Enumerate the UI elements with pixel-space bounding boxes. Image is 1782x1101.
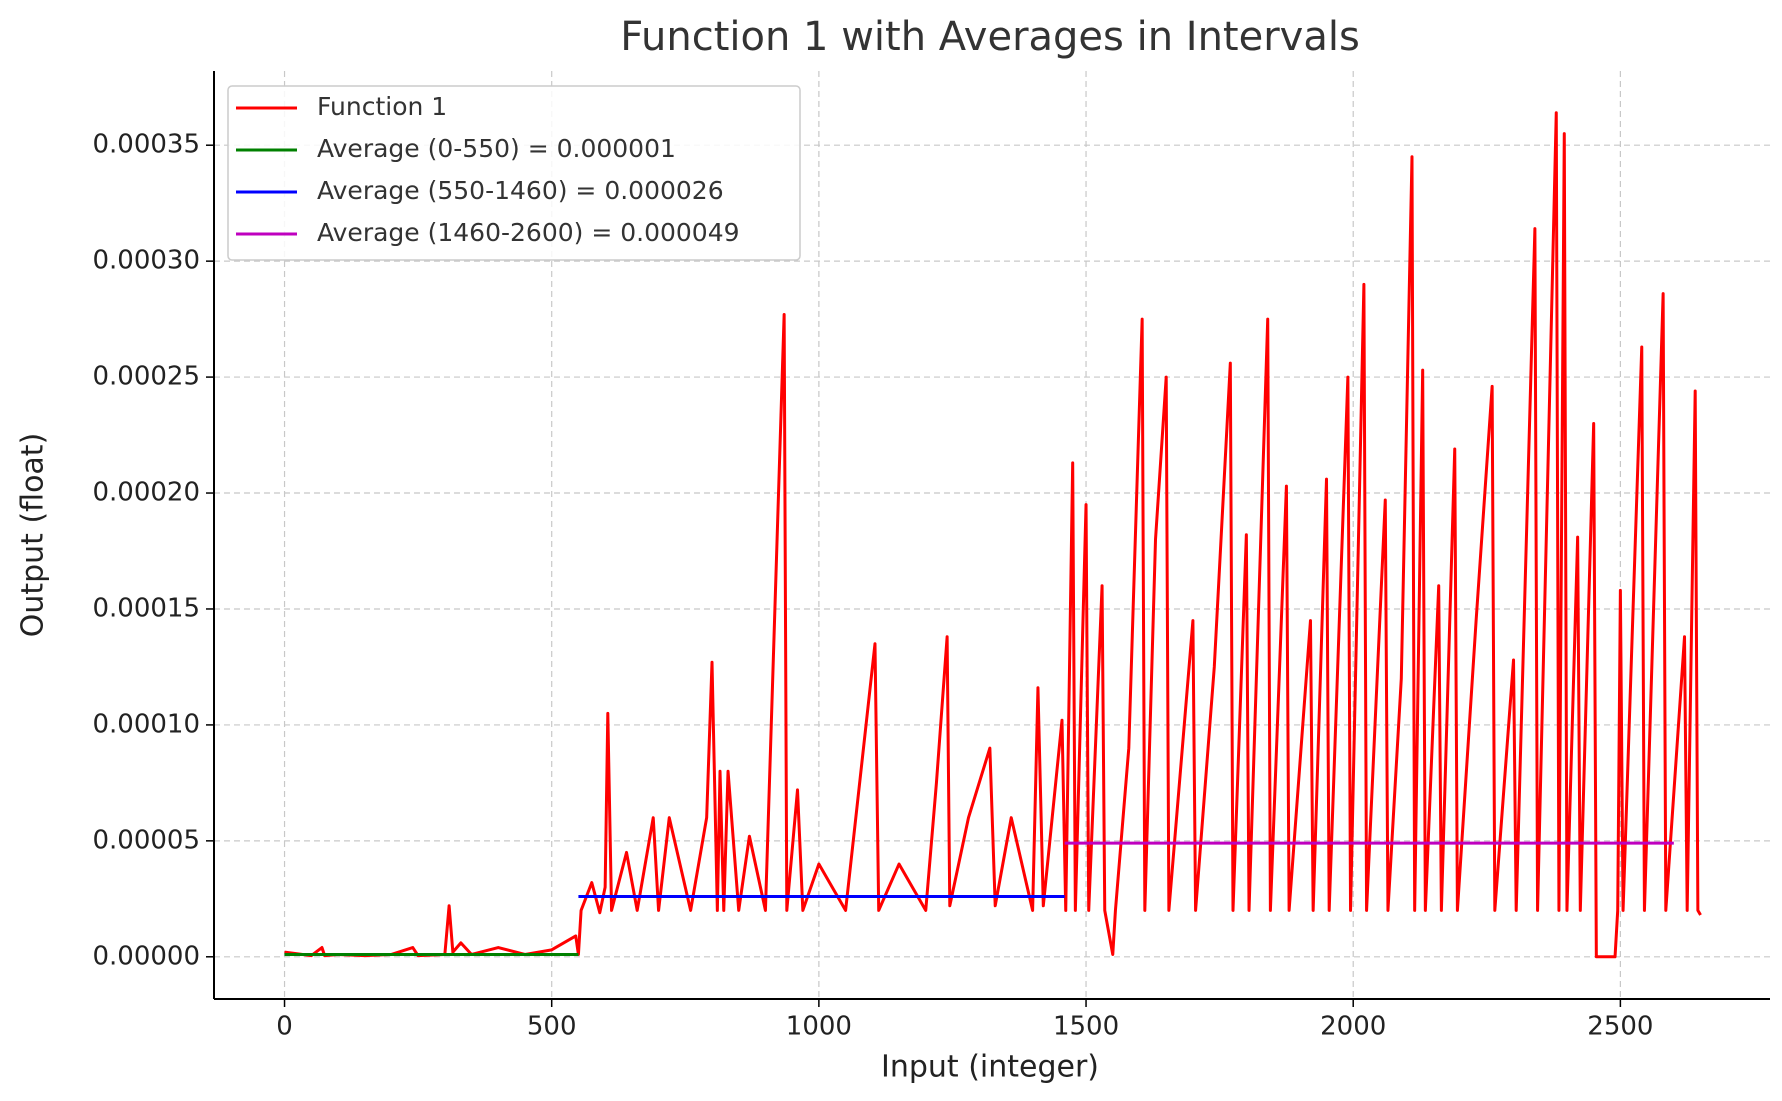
y-tick-label: 0.00020 [92,478,200,508]
y-tick-label: 0.00035 [92,130,200,160]
legend-label: Average (0-550) = 0.000001 [317,134,676,163]
x-tick-label: 500 [527,1012,577,1042]
y-tick-label: 0.00015 [92,593,200,623]
legend-label: Average (550-1460) = 0.000026 [317,176,724,205]
x-axis-label: Input (integer) [881,1050,1099,1085]
legend: Function 1 Average (0-550) = 0.000001 Aver… [227,85,801,261]
legend-box [227,85,801,261]
legend-label: Average (1460-2600) = 0.000049 [317,218,740,247]
y-tick-label: 0.00000 [92,941,200,971]
x-tick-label: 1000 [786,1012,852,1042]
y-tick-label: 0.00005 [92,825,200,855]
legend-label: Function 1 [317,92,447,121]
x-tick-label: 2000 [1320,1012,1386,1042]
y-tick-label: 0.00030 [92,246,200,276]
y-axis-label: Output (float) [16,433,51,638]
y-tick-label: 0.00025 [92,362,200,392]
x-tick-label: 2500 [1587,1012,1653,1042]
chart-title: Function 1 with Averages in Intervals [620,14,1360,60]
x-tick-label: 1500 [1053,1012,1119,1042]
y-tick-label: 0.00010 [92,709,200,739]
series-line [284,111,1702,959]
x-tick-label: 0 [276,1012,293,1042]
